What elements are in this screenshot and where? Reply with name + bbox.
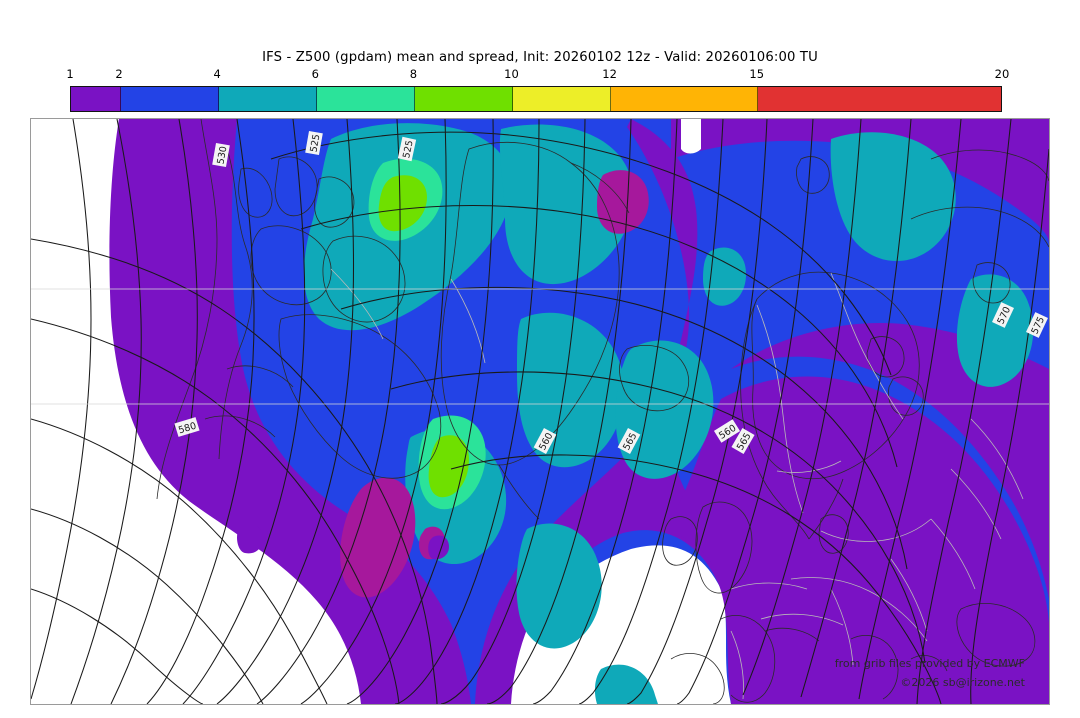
colorbar-tick-12: 12 — [602, 67, 617, 81]
colorbar-gradient — [70, 86, 1002, 112]
colorbar-tick-4: 4 — [213, 67, 221, 81]
colorbar-tick-15: 15 — [749, 67, 765, 81]
spread-shading-layer — [31, 119, 1049, 704]
colorbar-legend: 1 2 4 6 8 10 12 15 20 — [66, 67, 1009, 115]
spread-patch-teal-ural — [956, 274, 1034, 387]
colorbar-segment-8-10 — [415, 87, 514, 111]
colorbar-segment-4-6 — [218, 87, 317, 111]
spread-patch-teal-biscay — [594, 664, 658, 704]
colorbar-tick-labels: 1 2 4 6 8 10 12 15 20 — [66, 67, 1009, 84]
colorbar-tick-1: 1 — [66, 67, 74, 81]
graticule-layer — [31, 288, 1049, 405]
page-title: IFS - Z500 (gpdam) mean and spread, Init… — [262, 50, 818, 65]
spread-patch-teal-nwrussia — [830, 132, 956, 262]
spread-patch-teal-labrador — [615, 340, 714, 479]
colorbar-tick-6: 6 — [311, 67, 319, 81]
colorbar-tick-2: 2 — [115, 67, 123, 81]
spread-patch-teal-tiny1 — [703, 247, 747, 306]
colorbar-segment-6-8 — [316, 87, 416, 111]
spread-band-8-10-group — [378, 175, 469, 498]
spread-pocket-small-atlantic — [237, 524, 263, 554]
map-canvas: 530 525 525 560 — [31, 119, 1049, 704]
colorbar-segment-15-20 — [758, 87, 1001, 111]
spread-band-1-2-eurobig — [661, 376, 1049, 704]
svg-text:525: 525 — [401, 139, 416, 159]
colorbar-segment-2-4 — [120, 87, 219, 111]
credit-copyright-text: ©2026 sb@irizone.net — [900, 676, 1025, 689]
colorbar-segment-10-12 — [513, 87, 612, 111]
map-plot-area: 530 525 525 560 — [30, 118, 1050, 705]
spread-band-1-2-ceurope — [731, 322, 1049, 599]
colorbar-segment-12-15 — [611, 87, 759, 111]
spread-core-brightgreen-sgreenland — [428, 435, 469, 498]
spread-core-brightgreen-baffin — [378, 175, 427, 232]
svg-text:525: 525 — [308, 133, 322, 153]
spread-pocket-greenlandwest — [340, 477, 416, 598]
contour-layer — [31, 119, 1049, 704]
colorbar-tick-20: 20 — [994, 67, 1010, 81]
svg-text:530: 530 — [215, 145, 229, 165]
spread-patch-teal-irish — [516, 523, 602, 649]
colorbar-tick-8: 8 — [409, 67, 418, 81]
credit-source-text: from grib files provided by ECMWF — [834, 657, 1025, 670]
spread-band-1-2-nscandi — [671, 119, 1049, 243]
svg-text:580: 580 — [177, 421, 198, 437]
colorbar-segment-1-2 — [71, 87, 121, 111]
spread-patch-teal-nwgreenland — [499, 124, 634, 285]
colorbar-tick-10: 10 — [504, 67, 519, 81]
nodata-notch-top — [681, 119, 701, 154]
